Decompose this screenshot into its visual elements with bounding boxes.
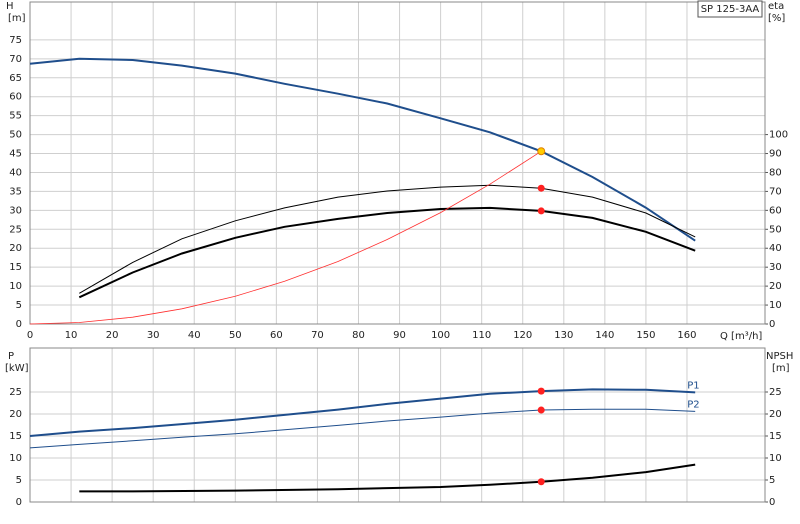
y2-tick-label: 70 bbox=[769, 186, 782, 197]
y2-tick-label: 15 bbox=[769, 431, 782, 442]
curve bbox=[29, 57, 696, 242]
series-label: P1 bbox=[687, 380, 699, 391]
y-tick-label: 5 bbox=[16, 300, 22, 311]
y-tick-label: 10 bbox=[9, 281, 22, 292]
y-tick-label: 30 bbox=[9, 205, 22, 216]
y-tick-label: 20 bbox=[9, 409, 22, 420]
duty-point bbox=[537, 147, 546, 156]
y-tick-label: 75 bbox=[9, 35, 22, 46]
y-tick-label: 0 bbox=[16, 497, 22, 508]
plot-area bbox=[30, 348, 765, 502]
y2-tick-label: 20 bbox=[769, 281, 782, 292]
x-tick-label: 140 bbox=[595, 330, 614, 341]
y2-tick-label: 0 bbox=[769, 319, 775, 330]
y-tick-label: 45 bbox=[9, 149, 22, 160]
y2-tick-label: 40 bbox=[769, 243, 782, 254]
curve bbox=[29, 150, 542, 325]
y-label: P bbox=[8, 351, 14, 362]
x-tick-label: 130 bbox=[554, 330, 573, 341]
y2-tick-label: 100 bbox=[769, 130, 788, 141]
y-tick-label: 55 bbox=[9, 111, 22, 122]
duty-point bbox=[537, 184, 545, 192]
y2-tick-label: 80 bbox=[769, 167, 782, 178]
x-tick-label: 160 bbox=[677, 330, 696, 341]
curve bbox=[79, 463, 696, 493]
y2-tick-label: 10 bbox=[769, 453, 782, 464]
duty-point bbox=[537, 207, 545, 215]
x-tick-label: 120 bbox=[513, 330, 532, 341]
x-tick-label: 50 bbox=[229, 330, 242, 341]
y-unit: [kW] bbox=[5, 363, 29, 374]
x-tick-label: 150 bbox=[636, 330, 655, 341]
y-label: H bbox=[6, 1, 14, 12]
plot-border bbox=[29, 1, 766, 325]
curve bbox=[29, 388, 696, 437]
y2-tick-label: 50 bbox=[769, 224, 782, 235]
y-tick-label: 35 bbox=[9, 186, 22, 197]
x-tick-label: 40 bbox=[188, 330, 201, 341]
y2-tick-label: 20 bbox=[769, 409, 782, 420]
y2-tick-label: 90 bbox=[769, 149, 782, 160]
duty-point bbox=[537, 478, 545, 486]
y2-tick-label: 0 bbox=[769, 497, 775, 508]
x-tick-label: 70 bbox=[311, 330, 324, 341]
y2-unit: [m] bbox=[772, 363, 790, 374]
duty-point bbox=[537, 387, 545, 395]
x-label: Q [m³/h] bbox=[720, 331, 762, 342]
curve bbox=[79, 184, 696, 294]
y-tick-label: 25 bbox=[9, 387, 22, 398]
chart-title: SP 125-3AA bbox=[701, 4, 760, 15]
y-tick-label: 70 bbox=[9, 54, 22, 65]
y-tick-label: 60 bbox=[9, 92, 22, 103]
y-tick-label: 65 bbox=[9, 73, 22, 84]
curve bbox=[29, 408, 696, 449]
x-tick-label: 20 bbox=[106, 330, 119, 341]
x-tick-label: 80 bbox=[352, 330, 365, 341]
y-tick-label: 40 bbox=[9, 167, 22, 178]
y-tick-label: 10 bbox=[9, 453, 22, 464]
y-tick-label: 25 bbox=[9, 224, 22, 235]
y2-tick-label: 25 bbox=[769, 387, 782, 398]
x-tick-label: 110 bbox=[472, 330, 491, 341]
y2-tick-label: 60 bbox=[769, 205, 782, 216]
y-tick-label: 20 bbox=[9, 243, 22, 254]
x-tick-label: 30 bbox=[147, 330, 160, 341]
title-box bbox=[697, 0, 763, 18]
y2-tick-label: 30 bbox=[769, 262, 782, 273]
x-tick-label: 90 bbox=[393, 330, 406, 341]
y-tick-label: 0 bbox=[16, 319, 22, 330]
x-tick-label: 10 bbox=[65, 330, 78, 341]
x-tick-label: 100 bbox=[431, 330, 450, 341]
y2-label: eta bbox=[768, 1, 784, 12]
plot-border bbox=[29, 347, 766, 503]
y-unit: [m] bbox=[8, 13, 26, 24]
y2-label: NPSH bbox=[766, 351, 793, 362]
duty-point bbox=[537, 406, 545, 414]
x-tick-label: 0 bbox=[27, 330, 33, 341]
y-tick-label: 15 bbox=[9, 262, 22, 273]
y2-tick-label: 5 bbox=[769, 475, 775, 486]
y-tick-label: 5 bbox=[16, 475, 22, 486]
y2-tick-label: 10 bbox=[769, 300, 782, 311]
y-tick-label: 50 bbox=[9, 130, 22, 141]
curve bbox=[78, 206, 696, 299]
plot-area bbox=[30, 2, 765, 324]
y-tick-label: 15 bbox=[9, 431, 22, 442]
series-label: P2 bbox=[687, 399, 699, 410]
y2-unit: [%] bbox=[768, 13, 785, 24]
x-tick-label: 60 bbox=[270, 330, 283, 341]
